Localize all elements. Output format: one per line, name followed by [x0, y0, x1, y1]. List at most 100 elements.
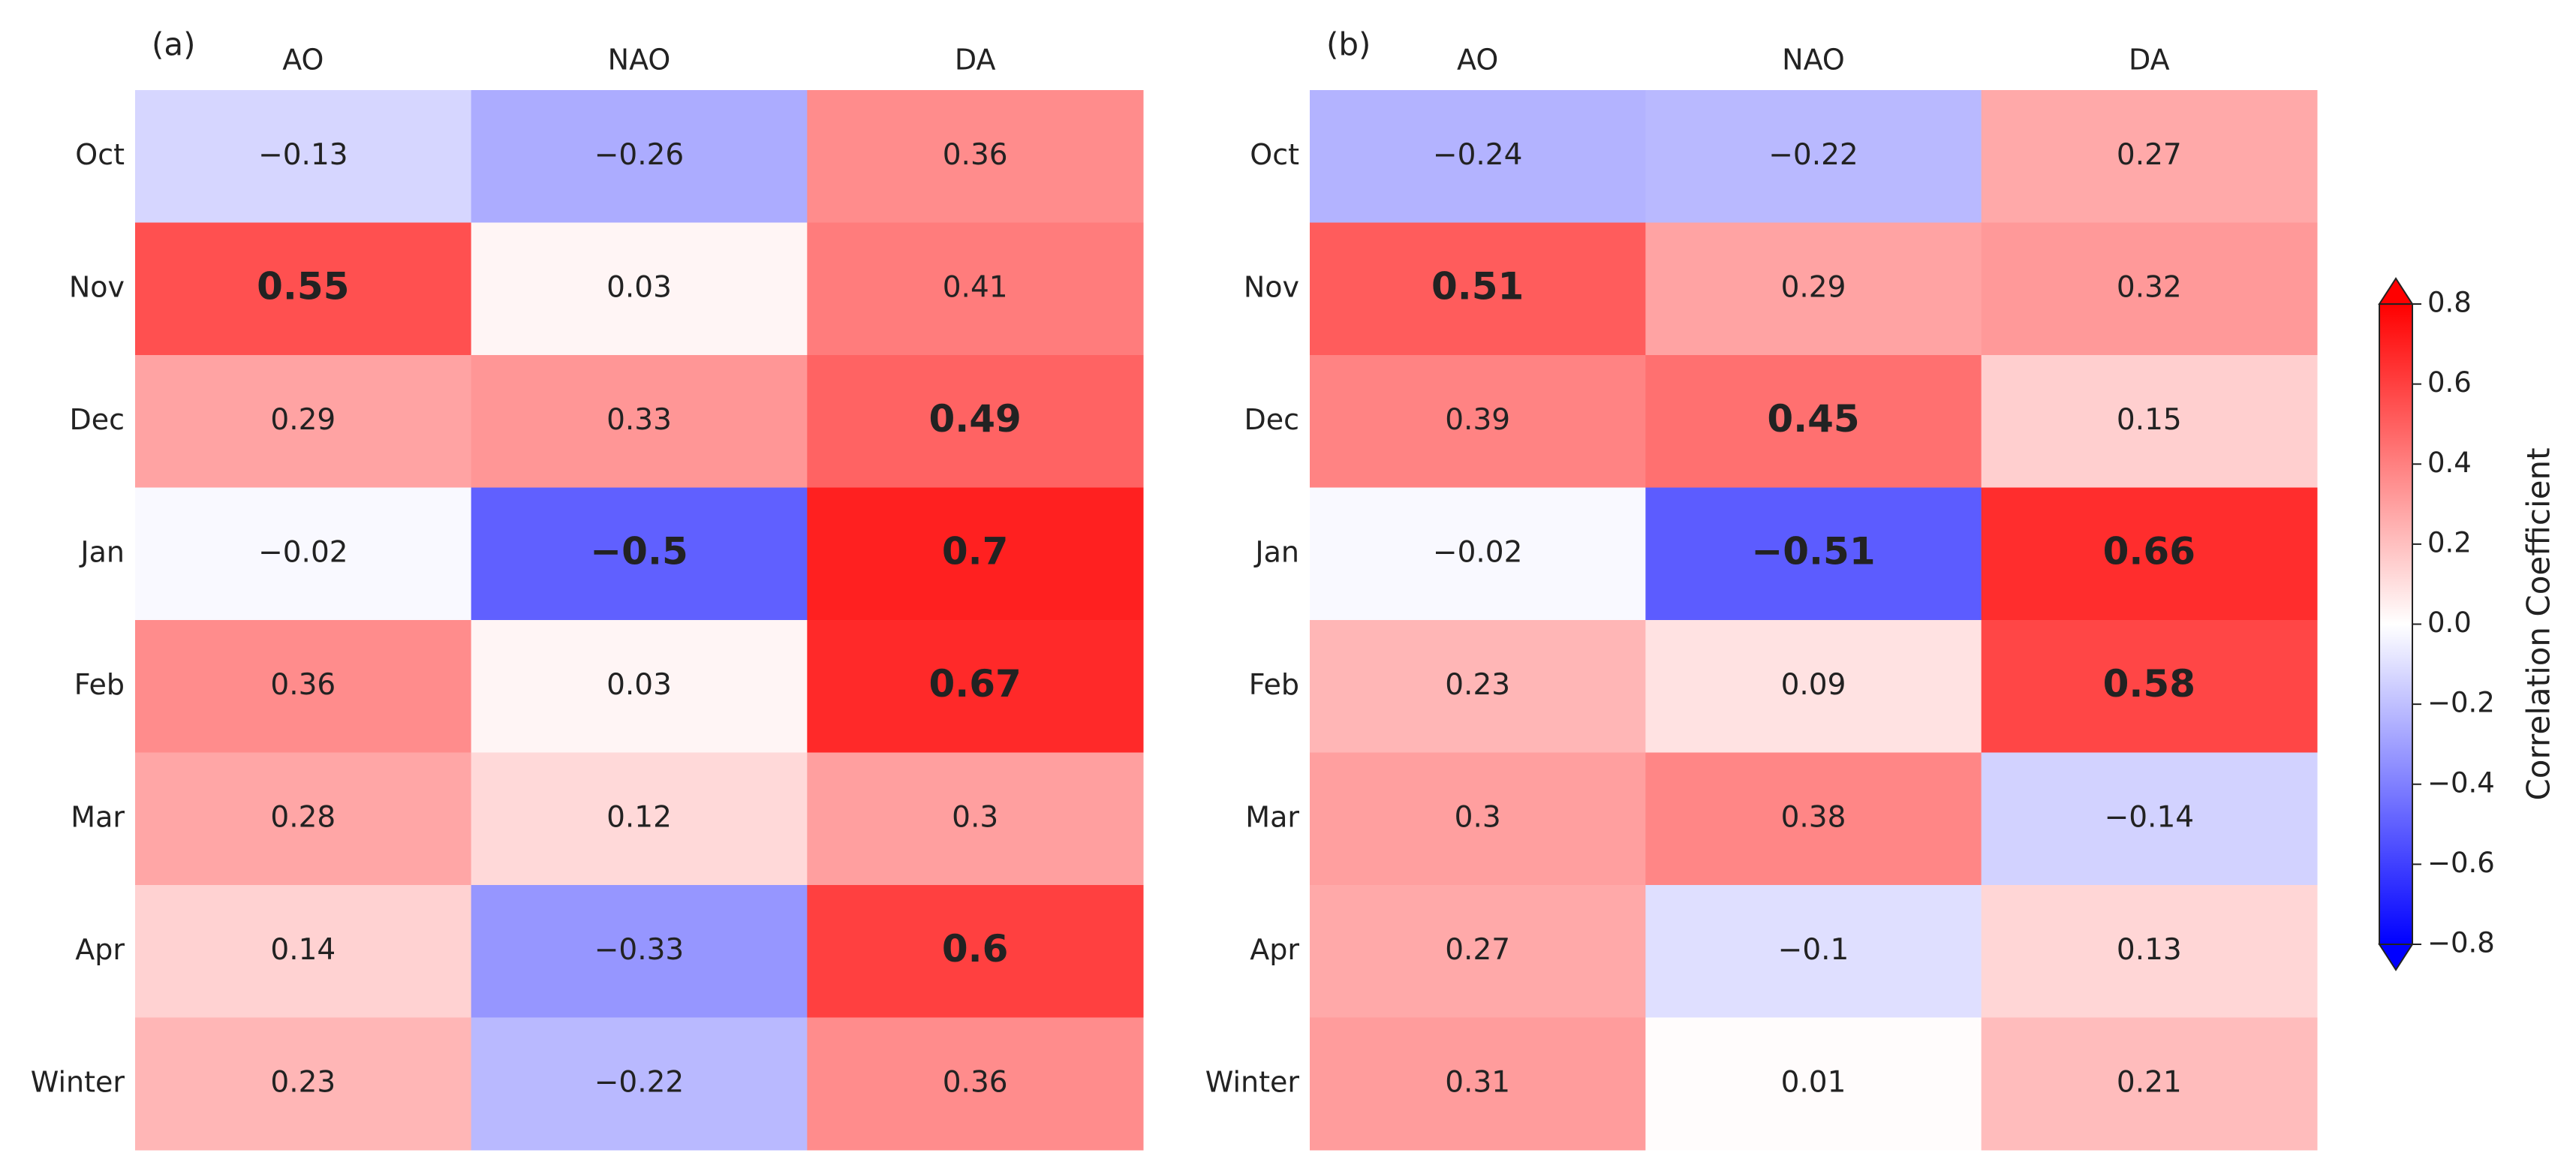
- colorbar-tick-label: −0.4: [2427, 766, 2495, 799]
- cell-value-label: 0.7: [942, 529, 1009, 573]
- cell-value-label: 0.29: [270, 403, 336, 437]
- colorbar-tick-label: 0.4: [2427, 447, 2472, 479]
- cell-value-label: 0.33: [606, 403, 672, 437]
- heatmap-cell: [1645, 355, 1982, 488]
- heatmap-cell: [807, 487, 1144, 621]
- heatmap-cell: [471, 1017, 808, 1151]
- heatmap-cell: [807, 1017, 1144, 1151]
- heatmap-cell: [471, 620, 808, 753]
- heatmap-cell: [1310, 90, 1646, 223]
- heatmap-cell: [135, 1017, 472, 1151]
- heatmap-cell: [807, 90, 1144, 223]
- y-tick-label: Feb: [74, 668, 125, 701]
- cell-value-label: 0.49: [928, 397, 1021, 441]
- heatmap-cell: [1645, 752, 1982, 886]
- heatmap-cell: [1645, 620, 1982, 753]
- y-tick-label: Mar: [71, 800, 125, 833]
- heatmap-cell: [471, 355, 808, 488]
- cell-value-label: 0.13: [2117, 933, 2182, 967]
- colorbar-tick-label: −0.8: [2427, 927, 2495, 959]
- cell-value-label: 0.39: [1445, 403, 1510, 437]
- colorbar-tick-label: 0.2: [2427, 526, 2472, 558]
- heatmap-cell: [1645, 1017, 1982, 1151]
- cell-value-label: 0.23: [1445, 668, 1510, 702]
- heatmap-cell: [1981, 487, 2318, 621]
- heatmap-cell: [135, 620, 472, 753]
- heatmap-cell: [1310, 752, 1646, 886]
- heatmap-cell: [807, 355, 1144, 488]
- heatmap-cell: [135, 90, 472, 223]
- y-tick-label: Oct: [75, 138, 125, 171]
- y-tick-label: Oct: [1250, 138, 1299, 171]
- heatmap-cell: [1310, 620, 1646, 753]
- cell-value-label: 0.67: [928, 662, 1021, 706]
- cell-value-label: 0.36: [943, 1065, 1008, 1099]
- y-tick-label: Apr: [75, 933, 125, 966]
- heatmap-cell: [1310, 222, 1646, 356]
- heatmap-cell: [1981, 620, 2318, 753]
- y-tick-label: Dec: [1244, 403, 1299, 436]
- x-tick-label: NAO: [1782, 44, 1845, 77]
- cell-value-label: −0.24: [1433, 138, 1523, 172]
- heatmap-cell: [1981, 90, 2318, 223]
- cell-value-label: 0.3: [1455, 800, 1501, 834]
- cell-value-label: −0.26: [594, 138, 685, 172]
- cell-value-label: 0.28: [270, 800, 336, 834]
- heatmap-cell: [1981, 355, 2318, 488]
- cell-value-label: 0.21: [2117, 1065, 2182, 1099]
- cell-value-label: −0.22: [1768, 138, 1858, 172]
- cell-value-label: 0.14: [270, 933, 336, 967]
- cell-value-label: 0.01: [1781, 1065, 1846, 1099]
- heatmap-cell: [807, 885, 1144, 1018]
- heatmap-cell: [135, 752, 472, 886]
- colorbar-label: Correlation Coefficient: [2520, 447, 2557, 800]
- heatmap-cell: [1310, 885, 1646, 1018]
- heatmap-cell: [1645, 222, 1982, 356]
- colorbar-tick-label: 0.8: [2427, 287, 2472, 319]
- cell-value-label: 0.3: [952, 800, 998, 834]
- heatmap-cell: [471, 752, 808, 886]
- colorbar-extend-bottom: [2378, 944, 2414, 971]
- cell-value-label: −0.14: [2105, 800, 2195, 834]
- x-tick-label: DA: [2129, 44, 2170, 77]
- y-tick-label: Mar: [1245, 800, 1299, 833]
- cell-value-label: 0.27: [2117, 138, 2182, 172]
- cell-value-label: 0.29: [1781, 270, 1846, 304]
- cell-value-label: 0.15: [2117, 403, 2182, 437]
- colorbar-tick-label: 0.0: [2427, 607, 2472, 639]
- colorbar-tick-label: 0.6: [2427, 366, 2472, 399]
- heatmap-cell: [1310, 487, 1646, 621]
- heatmap-cell: [1645, 885, 1982, 1018]
- x-tick-label: NAO: [608, 44, 671, 77]
- y-tick-label: Winter: [31, 1065, 125, 1098]
- colorbar-extend-top: [2378, 277, 2414, 305]
- heatmap-cell: [471, 222, 808, 356]
- cell-value-label: 0.12: [606, 800, 672, 834]
- cell-value-label: −0.02: [258, 535, 348, 569]
- cell-value-label: 0.32: [2117, 270, 2182, 304]
- cell-value-label: −0.5: [590, 529, 688, 573]
- cell-value-label: −0.22: [594, 1065, 685, 1099]
- panel-label: (b): [1326, 26, 1371, 63]
- cell-value-label: 0.38: [1781, 800, 1846, 834]
- heatmap-cell: [471, 90, 808, 223]
- x-tick-label: DA: [955, 44, 996, 77]
- heatmap-cell: [135, 487, 472, 621]
- colorbar-tick-label: −0.2: [2427, 687, 2495, 719]
- heatmap-cell: [135, 222, 472, 356]
- y-tick-label: Apr: [1250, 933, 1299, 966]
- cell-value-label: 0.6: [942, 927, 1009, 971]
- cell-value-label: 0.41: [943, 270, 1008, 304]
- x-tick-label: AO: [282, 44, 324, 77]
- heatmap-cell: [1310, 1017, 1646, 1151]
- heatmap-cell: [135, 355, 472, 488]
- cell-value-label: −0.1: [1778, 933, 1849, 967]
- cell-value-label: 0.31: [1445, 1065, 1510, 1099]
- heatmap-cell: [1981, 222, 2318, 356]
- cell-value-label: 0.03: [606, 668, 672, 702]
- cell-value-label: 0.36: [270, 668, 336, 702]
- cell-value-label: 0.23: [270, 1065, 336, 1099]
- heatmap-cell: [1981, 885, 2318, 1018]
- heatmap-cell: [807, 752, 1144, 886]
